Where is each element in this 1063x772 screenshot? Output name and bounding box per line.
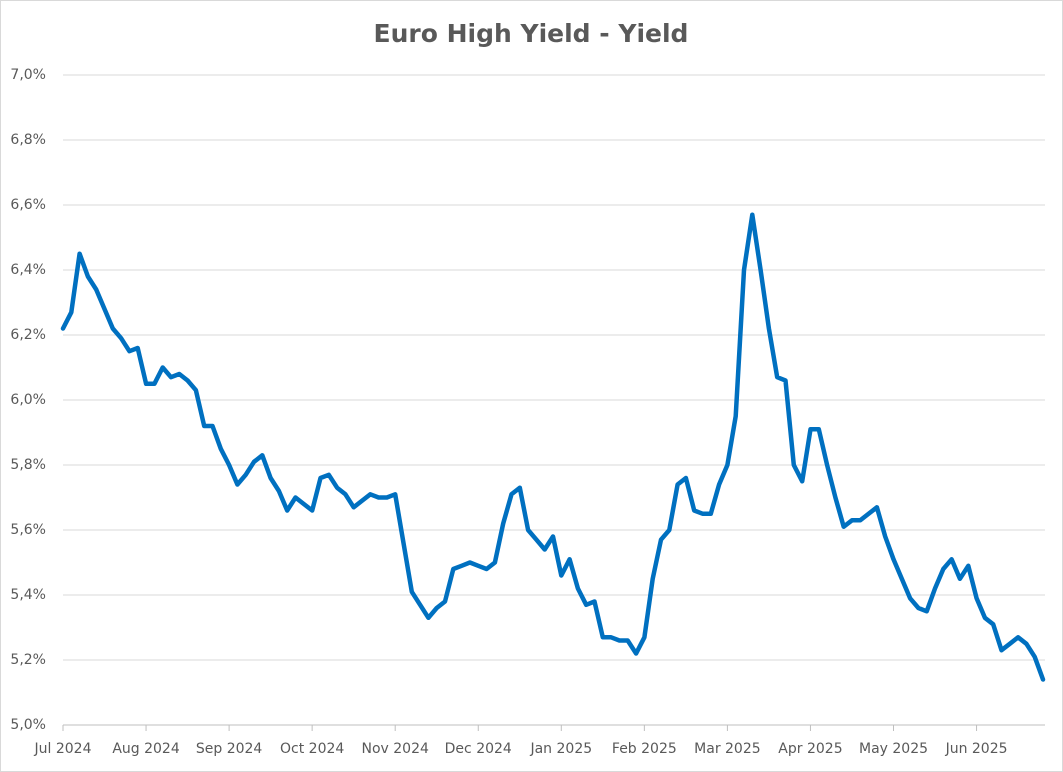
y-tick-label: 6,2%	[10, 327, 46, 343]
y-tick-label: 6,4%	[10, 262, 46, 278]
x-tick-label: Feb 2025	[612, 741, 677, 757]
x-tick-label: Dec 2024	[445, 741, 512, 757]
y-tick-label: 5,4%	[10, 587, 46, 603]
x-tick-label: Aug 2024	[112, 741, 180, 757]
y-tick-label: 6,0%	[10, 392, 46, 408]
x-tick-label: Nov 2024	[362, 741, 429, 757]
x-tick-label: Sep 2024	[196, 741, 263, 757]
x-tick-label: Jul 2024	[34, 741, 92, 757]
x-tick-label: Apr 2025	[778, 741, 842, 757]
y-tick-label: 5,6%	[10, 522, 46, 538]
x-tick-label: Jan 2025	[529, 741, 592, 757]
x-tick-label: Jun 2025	[945, 741, 1008, 757]
y-tick-label: 7,0%	[10, 67, 46, 83]
x-tick-label: Oct 2024	[280, 741, 344, 757]
y-tick-label: 5,2%	[10, 652, 46, 668]
y-tick-label: 5,0%	[10, 717, 46, 733]
y-tick-label: 6,6%	[10, 197, 46, 213]
chart-title: Euro High Yield - Yield	[374, 19, 689, 48]
y-tick-label: 5,8%	[10, 457, 46, 473]
x-tick-label: May 2025	[859, 741, 928, 757]
x-tick-label: Mar 2025	[694, 741, 761, 757]
y-tick-label: 6,8%	[10, 132, 46, 148]
line-series	[60, 212, 1046, 682]
